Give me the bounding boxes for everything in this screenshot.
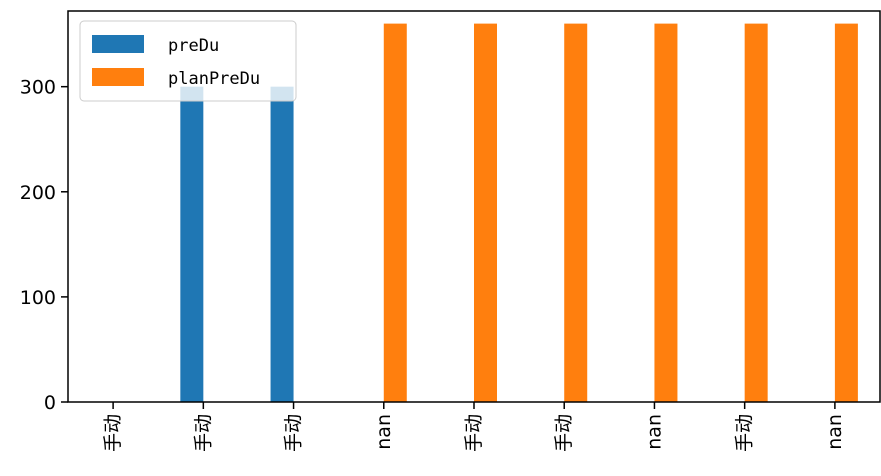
bar-planpredu-6 xyxy=(654,23,678,402)
x-tick-label: 手动 xyxy=(102,414,124,452)
x-tick-label: 手动 xyxy=(734,414,756,452)
legend-swatch-planpredu xyxy=(92,68,144,86)
bar-planpredu-5 xyxy=(564,23,588,402)
x-tick-label: 手动 xyxy=(192,414,214,452)
y-tick-label: 0 xyxy=(44,392,56,414)
bars-layer xyxy=(180,23,858,402)
x-tick-label: nan xyxy=(824,414,846,450)
legend-label-planpredu: planPreDu xyxy=(168,69,260,89)
bar-predu-1 xyxy=(180,86,204,402)
x-tick-label: 手动 xyxy=(463,414,485,452)
y-axis: 0 100 200 300 xyxy=(20,77,68,414)
legend-box xyxy=(79,20,297,102)
bar-planpredu-3 xyxy=(383,23,407,402)
legend-swatch-prelu xyxy=(92,35,144,53)
x-tick-label: 手动 xyxy=(283,414,305,452)
legend-label-predu: preDu xyxy=(168,36,219,56)
x-tick-label: nan xyxy=(373,414,395,450)
y-tick-label: 300 xyxy=(20,77,56,99)
x-axis: 手动 手动 手动 nan 手动 手动 nan 手动 nan xyxy=(102,402,846,452)
x-tick-label: nan xyxy=(643,414,665,450)
x-tick-label: 手动 xyxy=(553,414,575,452)
bar-planpredu-7 xyxy=(744,23,768,402)
bar-planpredu-8 xyxy=(834,23,858,402)
y-tick-label: 100 xyxy=(20,287,56,309)
bar-predu-2 xyxy=(270,86,294,402)
bar-planpredu-4 xyxy=(474,23,497,402)
y-tick-label: 200 xyxy=(20,182,56,204)
legend: preDu planPreDu xyxy=(79,20,297,102)
